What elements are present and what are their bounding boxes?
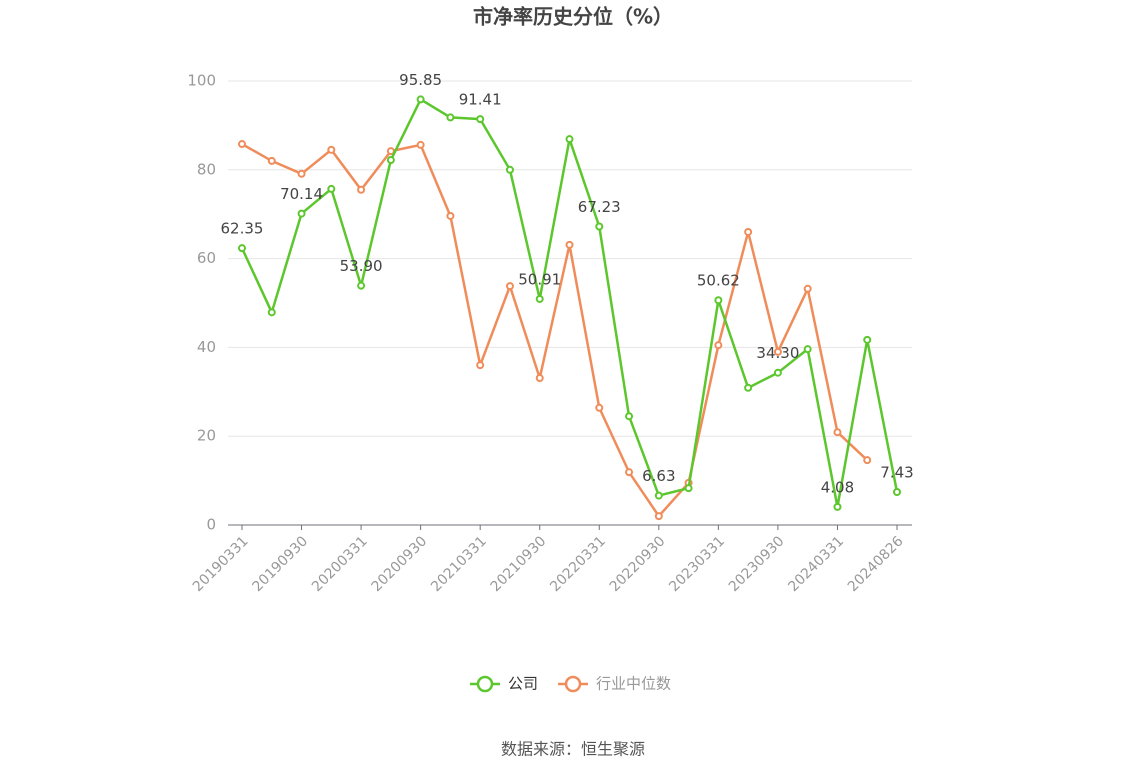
chart-title: 市净率历史分位（%）	[473, 5, 673, 29]
data-point	[416, 95, 425, 104]
data-point	[297, 209, 306, 218]
data-point	[773, 368, 782, 377]
legend-label: 公司	[508, 675, 538, 693]
data-point	[535, 374, 544, 383]
legend-label: 行业中位数	[596, 675, 671, 693]
data-label: 91.41	[459, 91, 502, 109]
x-tick-label: 20220331	[547, 533, 609, 595]
data-point	[476, 115, 485, 124]
x-tick-label: 20240331	[785, 533, 847, 595]
data-point	[357, 185, 366, 194]
data-point	[833, 502, 842, 511]
data-point	[803, 345, 812, 354]
data-point	[893, 488, 901, 497]
data-point	[773, 347, 782, 356]
data-label: 50.91	[518, 270, 561, 288]
data-point	[476, 361, 485, 370]
data-point	[625, 468, 634, 477]
data-point	[654, 491, 663, 500]
data-point	[535, 294, 544, 303]
data-point	[595, 403, 604, 412]
data-point	[238, 244, 246, 253]
data-point	[565, 135, 574, 144]
data-point	[595, 222, 604, 231]
y-tick-label: 40	[197, 338, 216, 356]
data-point	[386, 156, 395, 165]
data-label: 95.85	[399, 71, 442, 89]
data-label: 6.63	[642, 467, 675, 485]
data-point	[238, 140, 246, 149]
data-label: 7.43	[880, 464, 913, 482]
x-tick-label: 20220930	[607, 533, 669, 595]
x-tick-label: 20190331	[190, 533, 252, 595]
legend-marker	[564, 675, 582, 693]
data-label: 4.08	[821, 478, 854, 496]
data-point	[416, 140, 425, 149]
x-tick-label: 20200930	[369, 533, 431, 595]
data-point	[505, 282, 514, 291]
y-tick-label: 100	[187, 72, 216, 90]
data-point	[654, 512, 663, 521]
x-tick-label: 20240826	[845, 533, 907, 595]
x-tick-label: 20210930	[488, 533, 550, 595]
data-label: 53.90	[340, 257, 383, 275]
legend-marker	[476, 675, 494, 693]
data-point	[744, 383, 753, 392]
data-point	[357, 281, 366, 290]
legend-item[interactable]: 行业中位数	[558, 675, 671, 693]
data-point	[714, 296, 723, 305]
source-note: 数据来源：恒生聚源	[501, 740, 645, 759]
x-tick-label: 20230331	[666, 533, 728, 595]
data-point	[327, 184, 336, 193]
data-point	[565, 240, 574, 249]
data-point	[446, 113, 455, 122]
legend-item[interactable]: 公司	[470, 675, 538, 693]
y-tick-label: 20	[197, 427, 216, 445]
data-point	[684, 484, 693, 493]
y-tick-label: 0	[206, 516, 216, 534]
x-tick-label: 20210331	[428, 533, 490, 595]
data-point	[267, 156, 276, 165]
data-point	[297, 169, 306, 178]
data-point	[803, 284, 812, 293]
data-label: 70.14	[280, 185, 323, 203]
x-tick-label: 20230930	[726, 533, 788, 595]
data-point	[833, 428, 842, 437]
y-tick-label: 60	[197, 249, 216, 267]
data-point	[744, 227, 753, 236]
series-line	[241, 142, 869, 519]
data-point	[446, 211, 455, 220]
data-point	[863, 335, 872, 344]
x-tick-label: 20190930	[249, 533, 311, 595]
data-point	[714, 341, 723, 350]
data-point	[267, 308, 276, 317]
data-label: 50.62	[697, 272, 740, 290]
data-point	[505, 165, 514, 174]
data-point	[625, 412, 634, 421]
data-label: 67.23	[578, 198, 621, 216]
x-tick-label: 20200331	[309, 533, 371, 595]
data-point	[863, 456, 872, 465]
data-label: 62.35	[221, 220, 264, 238]
y-tick-label: 80	[197, 160, 216, 178]
data-label: 34.30	[756, 344, 799, 362]
data-point	[327, 145, 336, 154]
